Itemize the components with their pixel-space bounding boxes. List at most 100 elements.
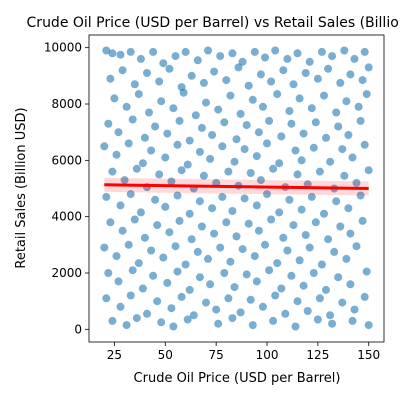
data-point xyxy=(173,267,182,276)
data-point xyxy=(297,156,306,165)
data-point xyxy=(226,257,235,266)
data-point xyxy=(183,315,192,324)
data-point xyxy=(206,280,215,289)
data-point xyxy=(248,95,257,104)
data-point xyxy=(336,78,345,87)
data-point xyxy=(364,321,373,330)
data-point xyxy=(202,98,210,107)
data-point xyxy=(122,321,131,330)
data-point xyxy=(173,191,182,200)
data-point xyxy=(252,201,261,210)
data-point xyxy=(271,291,280,300)
data-point xyxy=(210,67,219,76)
data-point xyxy=(261,53,269,62)
data-point xyxy=(273,259,282,268)
data-point xyxy=(181,260,190,269)
plot-frame xyxy=(88,34,385,343)
data-point xyxy=(151,195,160,204)
data-point xyxy=(346,70,355,79)
data-point xyxy=(295,94,304,103)
data-point xyxy=(299,129,308,138)
data-point xyxy=(340,171,349,180)
y-tick-label: 0 xyxy=(74,322,82,336)
data-point xyxy=(222,218,231,227)
data-point xyxy=(254,226,263,235)
data-point xyxy=(320,209,328,218)
data-point xyxy=(313,315,322,324)
data-point xyxy=(161,202,170,211)
data-point xyxy=(238,245,247,254)
data-point xyxy=(248,321,257,330)
data-point xyxy=(322,285,330,294)
data-point xyxy=(181,47,190,56)
data-point xyxy=(104,269,113,277)
data-point xyxy=(246,169,255,177)
data-point xyxy=(317,47,326,56)
data-point xyxy=(218,192,227,201)
data-point xyxy=(171,242,180,251)
data-point xyxy=(114,277,123,286)
data-point xyxy=(167,304,176,313)
data-point xyxy=(212,305,221,314)
data-point xyxy=(317,260,326,269)
data-point xyxy=(143,309,151,318)
data-point xyxy=(328,319,337,328)
data-point xyxy=(155,77,164,86)
data-point xyxy=(360,47,369,56)
data-point xyxy=(149,271,158,280)
data-point xyxy=(242,270,251,279)
data-point xyxy=(124,240,133,249)
data-point xyxy=(342,254,351,263)
data-point xyxy=(104,119,113,128)
data-point xyxy=(102,294,111,303)
data-point xyxy=(252,152,261,161)
x-tick-label: 50 xyxy=(158,348,173,362)
x-axis: 25 50 75 100 125 150 xyxy=(107,342,380,362)
data-point xyxy=(185,285,194,294)
data-point xyxy=(267,215,276,224)
data-point xyxy=(193,56,202,65)
data-point xyxy=(336,222,345,231)
data-point xyxy=(106,218,115,227)
data-point xyxy=(250,47,259,56)
data-point xyxy=(140,233,149,242)
data-point xyxy=(287,119,296,128)
data-point xyxy=(130,80,139,89)
data-point xyxy=(238,57,247,66)
x-tick-label: 75 xyxy=(209,348,224,362)
data-point xyxy=(116,201,125,210)
data-point xyxy=(236,308,245,317)
data-point xyxy=(352,242,361,251)
data-point xyxy=(208,204,217,213)
data-point xyxy=(208,131,217,139)
y-tick-label: 6000 xyxy=(51,153,82,167)
data-point xyxy=(138,159,147,168)
data-point xyxy=(250,252,259,261)
data-point xyxy=(195,273,204,282)
data-point xyxy=(338,145,347,154)
data-point xyxy=(232,135,241,144)
data-point xyxy=(285,107,294,115)
data-point xyxy=(311,218,320,227)
data-point xyxy=(360,140,369,149)
data-point xyxy=(265,266,274,275)
data-point xyxy=(228,314,237,323)
data-point xyxy=(244,81,253,90)
data-point xyxy=(116,50,125,59)
data-point xyxy=(108,316,117,325)
data-point xyxy=(277,284,286,293)
data-point xyxy=(352,178,361,187)
data-point xyxy=(348,153,357,162)
data-point xyxy=(305,243,314,252)
data-point xyxy=(147,146,156,155)
data-point xyxy=(149,47,158,56)
points-layer xyxy=(100,46,373,331)
data-point xyxy=(273,90,282,99)
data-point xyxy=(157,97,166,106)
data-point xyxy=(283,54,292,63)
data-point xyxy=(303,307,312,315)
data-point xyxy=(177,292,186,301)
data-point xyxy=(102,46,111,55)
data-point xyxy=(183,160,192,169)
